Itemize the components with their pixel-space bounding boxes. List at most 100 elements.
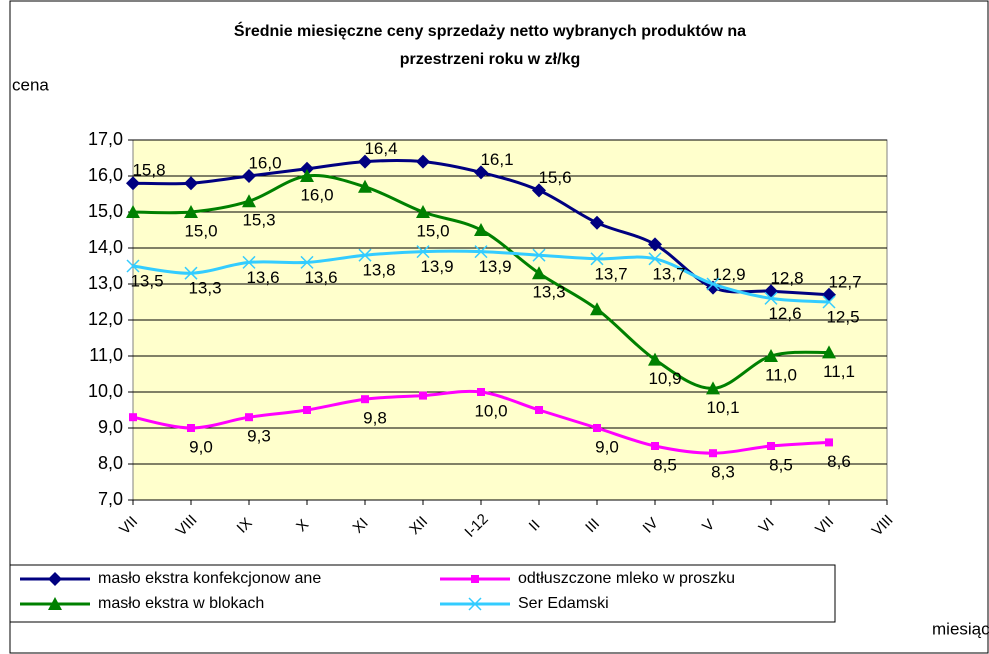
marker xyxy=(358,248,372,262)
legend-label: masło ekstra w blokach xyxy=(98,595,264,612)
data-label: 8,3 xyxy=(711,463,735,482)
marker xyxy=(184,176,198,191)
y-axis-label: cena xyxy=(12,75,49,94)
data-label: 15,0 xyxy=(416,221,449,240)
data-label: 13,9 xyxy=(420,257,453,276)
data-label: 15,6 xyxy=(538,168,571,187)
marker xyxy=(126,176,140,191)
marker xyxy=(242,255,256,269)
marker xyxy=(416,245,430,259)
data-label: 12,5 xyxy=(826,307,859,326)
marker xyxy=(48,597,62,610)
data-label: 12,7 xyxy=(828,272,861,291)
marker xyxy=(651,442,659,450)
y-tick-label: 13,0 xyxy=(88,273,123,293)
y-tick-label: 14,0 xyxy=(88,237,123,257)
data-label: 13,3 xyxy=(188,279,221,298)
data-label: 13,3 xyxy=(532,283,565,302)
data-label: 13,9 xyxy=(478,257,511,276)
marker xyxy=(764,349,778,362)
marker xyxy=(825,438,833,447)
marker xyxy=(648,237,662,252)
chart-title: przestrzeni roku w zł/kg xyxy=(400,51,580,68)
marker xyxy=(126,259,140,273)
marker xyxy=(300,255,314,269)
data-label: 16,0 xyxy=(248,153,281,172)
marker xyxy=(361,395,369,404)
data-label: 12,6 xyxy=(768,304,801,323)
data-label: 11,0 xyxy=(765,365,797,384)
data-label: 13,6 xyxy=(246,268,279,287)
legend-label: odtłuszczone mleko w proszku xyxy=(518,570,735,587)
data-label: 9,0 xyxy=(595,437,619,456)
data-label: 9,0 xyxy=(189,437,213,456)
data-label: 16,0 xyxy=(300,185,333,204)
marker xyxy=(709,449,717,458)
marker xyxy=(822,345,836,359)
legend xyxy=(9,564,836,623)
marker xyxy=(303,406,311,414)
marker xyxy=(474,223,488,236)
y-tick-label: 15,0 xyxy=(88,201,123,221)
marker xyxy=(184,205,198,218)
y-tick-label: 10,0 xyxy=(88,381,123,401)
data-label: 13,5 xyxy=(130,271,163,290)
marker xyxy=(184,266,198,280)
marker xyxy=(129,413,137,422)
data-label: 12,9 xyxy=(712,265,745,284)
data-label: 9,8 xyxy=(363,409,387,428)
y-tick-label: 11,0 xyxy=(89,345,123,365)
data-label: 12,8 xyxy=(770,269,803,288)
marker xyxy=(242,194,256,208)
marker xyxy=(822,295,836,309)
data-label: 11,1 xyxy=(823,362,855,381)
marker xyxy=(706,277,720,291)
marker xyxy=(468,597,482,611)
marker xyxy=(358,179,372,193)
y-tick-label: 17,0 xyxy=(88,129,123,149)
marker xyxy=(474,165,488,180)
chart-title: Średnie miesięczne ceny sprzedaży netto … xyxy=(234,21,746,40)
marker xyxy=(532,266,546,280)
marker xyxy=(532,248,546,262)
marker xyxy=(242,169,256,183)
data-label: 13,8 xyxy=(362,261,395,280)
marker xyxy=(300,169,314,182)
data-label: 13,6 xyxy=(304,268,337,287)
data-label: 16,4 xyxy=(364,139,397,158)
legend-label: masło ekstra konfekcjonow ane xyxy=(98,570,321,587)
marker xyxy=(767,442,775,450)
data-label: 15,0 xyxy=(184,221,217,240)
marker xyxy=(535,406,543,414)
marker xyxy=(358,154,372,169)
marker xyxy=(648,252,662,266)
data-label: 10,9 xyxy=(648,369,681,388)
data-label: 8,5 xyxy=(769,455,793,474)
x-axis-label: miesiąc xyxy=(932,619,989,638)
y-tick-label: 16,0 xyxy=(88,165,123,185)
data-label: 9,3 xyxy=(247,427,271,446)
data-label: 13,7 xyxy=(594,264,627,283)
marker xyxy=(477,388,485,396)
marker xyxy=(416,154,430,169)
data-label: 15,8 xyxy=(132,161,165,180)
data-label: 13,7 xyxy=(652,264,685,283)
data-label: 15,3 xyxy=(242,211,275,230)
marker xyxy=(590,302,604,316)
data-label: 8,5 xyxy=(653,455,677,474)
marker xyxy=(245,413,253,422)
marker xyxy=(419,391,427,400)
marker xyxy=(590,215,604,230)
marker xyxy=(532,183,546,198)
y-tick-label: 7,0 xyxy=(98,489,123,509)
data-label: 10,0 xyxy=(474,401,507,420)
y-tick-label: 9,0 xyxy=(98,417,123,437)
marker xyxy=(416,205,430,218)
legend-label: Ser Edamski xyxy=(518,595,609,612)
data-label: 8,6 xyxy=(827,452,851,471)
marker xyxy=(471,575,479,583)
marker xyxy=(648,352,662,366)
marker xyxy=(187,424,195,432)
marker xyxy=(48,572,62,586)
